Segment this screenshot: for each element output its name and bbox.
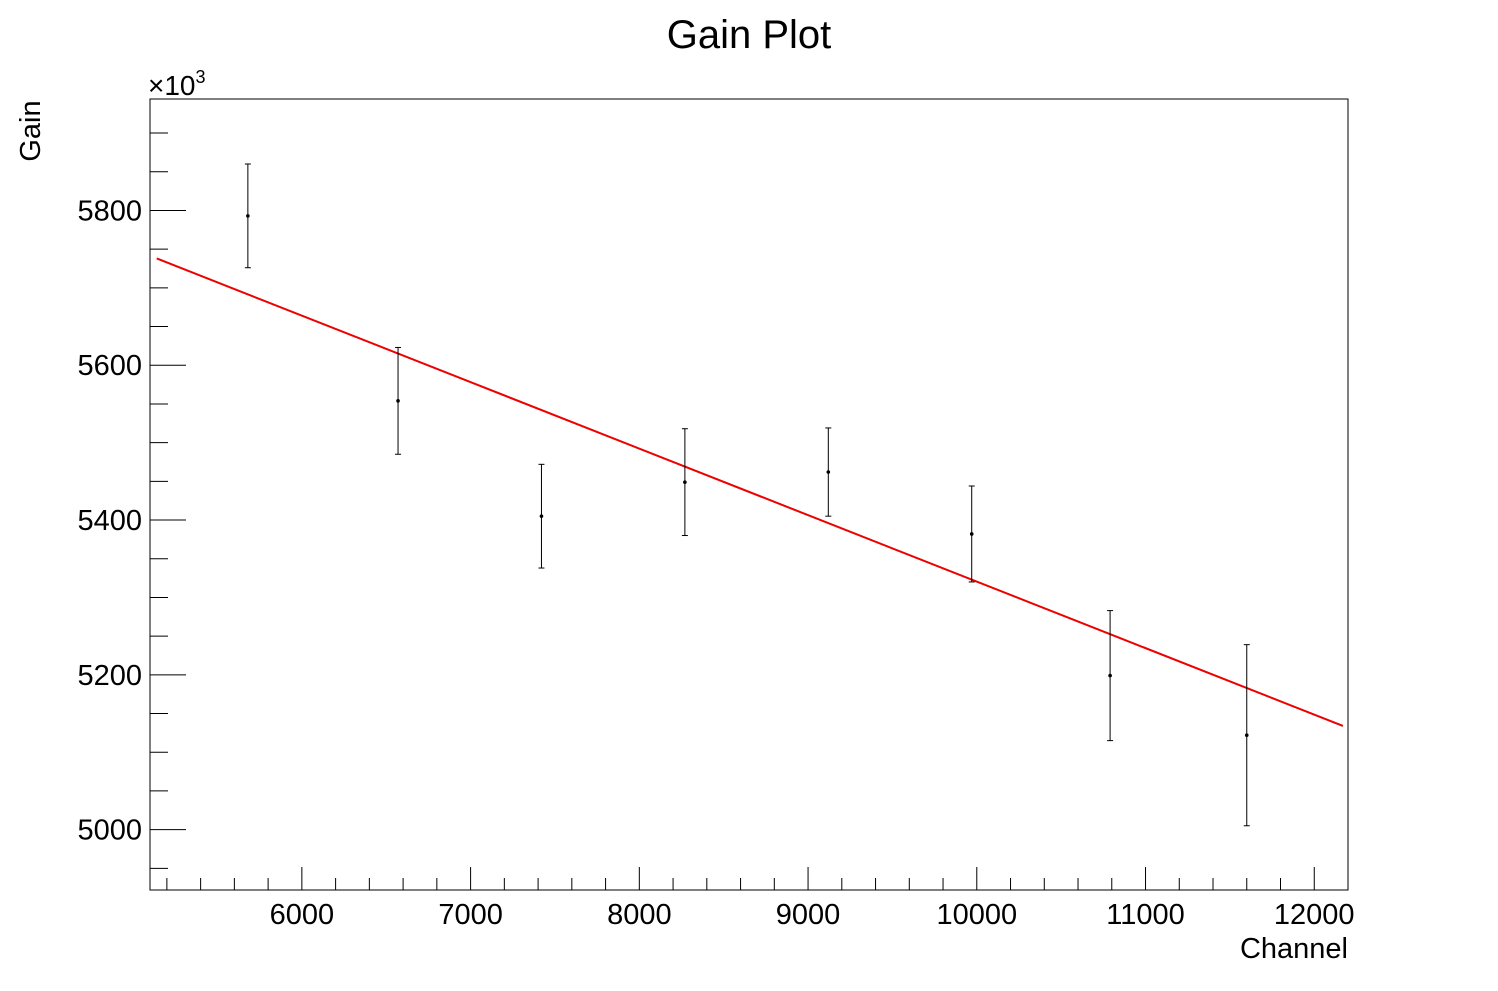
data-point-group xyxy=(1243,644,1250,827)
y-axis-tick-labels: 5000 5200 5400 5600 5800 xyxy=(77,195,142,846)
data-point-group xyxy=(395,346,402,455)
y-axis-multiplier: ×103 xyxy=(148,67,206,101)
y-tick-label: 5400 xyxy=(77,505,142,537)
x-tick-label: 7000 xyxy=(438,899,503,931)
data-point xyxy=(1244,733,1249,738)
data-point xyxy=(1108,673,1112,678)
data-point-group xyxy=(244,163,251,269)
fit-line xyxy=(156,257,1344,727)
data-point xyxy=(683,480,687,484)
y-tick-label: 5800 xyxy=(77,195,142,227)
data-point xyxy=(539,514,544,518)
data-point-group xyxy=(1107,610,1114,742)
y-axis-label: Gain xyxy=(15,100,47,161)
x-tick-label: 10000 xyxy=(936,899,1017,931)
x-tick-label: 9000 xyxy=(776,899,841,931)
x-tick-label: 12000 xyxy=(1274,899,1355,931)
y-axis-ticks xyxy=(150,132,186,869)
data-point xyxy=(969,532,974,536)
x-tick-label: 8000 xyxy=(607,899,672,931)
y-tick-label: 5000 xyxy=(77,815,142,847)
y-tick-label: 5200 xyxy=(77,660,142,692)
chart-title: Gain Plot xyxy=(667,13,832,57)
data-point xyxy=(826,470,831,474)
data-point xyxy=(396,399,400,403)
data-point-group xyxy=(681,428,688,537)
data-point-group xyxy=(538,463,545,569)
data-point-group xyxy=(968,485,975,583)
plot-frame xyxy=(149,98,1349,891)
y-tick-label: 5600 xyxy=(77,350,142,382)
data-point xyxy=(246,214,250,218)
x-axis-label: Channel xyxy=(1240,933,1348,965)
x-tick-label: 11000 xyxy=(1106,899,1185,931)
data-points-layer xyxy=(244,163,1250,827)
x-axis-ticks xyxy=(166,867,1349,890)
x-axis-tick-labels: 6000 7000 8000 9000 10000 11000 12000 xyxy=(270,899,1355,931)
data-point-group xyxy=(825,427,832,517)
x-tick-label: 6000 xyxy=(270,899,335,931)
fit-line-layer xyxy=(156,257,1344,727)
